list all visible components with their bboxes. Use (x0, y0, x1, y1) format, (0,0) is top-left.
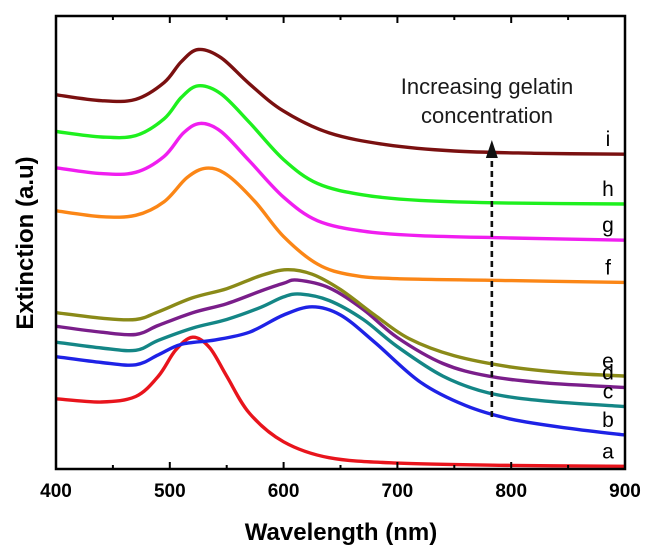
annotation-arrow-head (485, 140, 498, 158)
curve-label-h: h (602, 178, 614, 201)
annotation-line-2: concentration (421, 103, 553, 128)
x-tick-label-600: 600 (268, 481, 300, 502)
x-tick-label-400: 400 (40, 481, 72, 502)
curve-label-g: g (602, 214, 614, 237)
curve-label-i: i (606, 128, 611, 151)
curve-label-e: e (602, 350, 614, 373)
curve-b (56, 305, 625, 437)
curve-label-b: b (602, 409, 614, 432)
curve-label-f: f (605, 256, 611, 279)
x-tick-label-900: 900 (609, 481, 641, 502)
ticks-group: 400 500 600 700 800 900 (40, 16, 641, 502)
curve-label-d: d (602, 362, 614, 385)
curve-e (56, 267, 625, 378)
x-tick-label-500: 500 (154, 481, 186, 502)
curve-label-c: c (603, 381, 614, 404)
curve-label-a: a (602, 440, 614, 463)
x-tick-label-800: 800 (495, 481, 527, 502)
curve-d (56, 278, 625, 390)
curve-f (56, 166, 625, 285)
annotation-line-1: Increasing gelatin (401, 74, 573, 99)
curve-h (56, 84, 625, 206)
x-tick-label-700: 700 (382, 481, 414, 502)
curves-group (56, 47, 625, 468)
curve-i (56, 47, 625, 156)
curve-a (56, 335, 625, 468)
y-axis-title: Extinction (a.u) (12, 156, 39, 329)
x-axis-title: Wavelength (nm) (245, 519, 437, 546)
curve-c (56, 292, 625, 409)
curve-g (56, 121, 625, 242)
